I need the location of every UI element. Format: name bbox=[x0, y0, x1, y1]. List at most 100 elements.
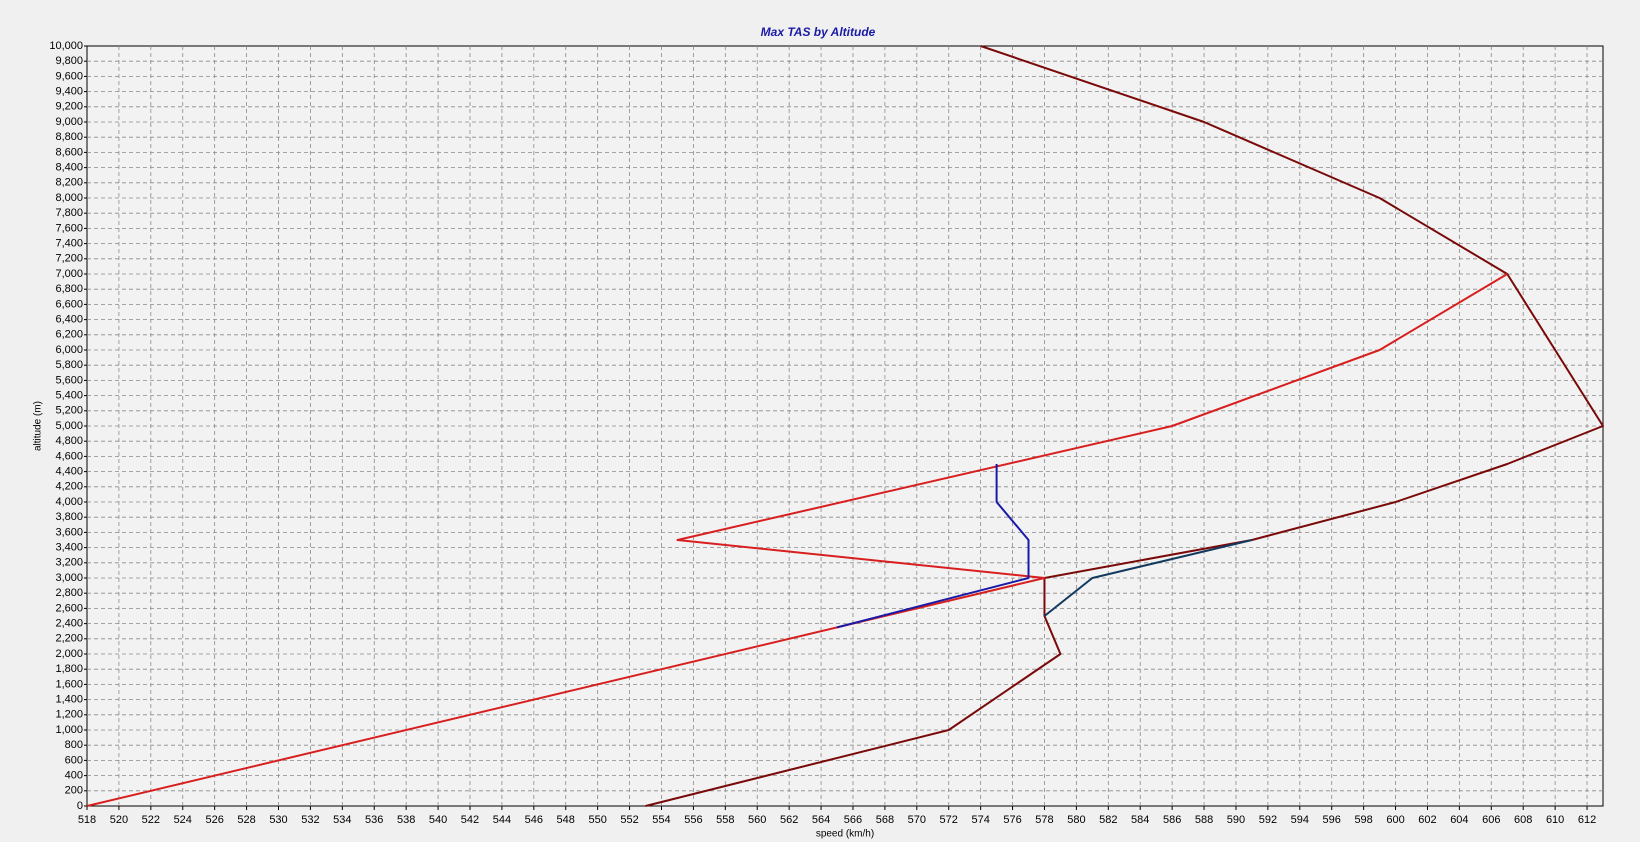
y-tick-label: 2,200 bbox=[55, 633, 83, 645]
y-tick-label: 3,800 bbox=[55, 511, 83, 523]
y-tick-label: 9,000 bbox=[55, 116, 83, 128]
y-tick-label: 6,800 bbox=[55, 283, 83, 295]
y-tick-label: 1,400 bbox=[55, 694, 83, 706]
y-tick-label: 4,200 bbox=[55, 481, 83, 493]
y-tick-label: 8,400 bbox=[55, 162, 83, 174]
y-tick-label: 9,400 bbox=[55, 86, 83, 98]
y-tick-label: 400 bbox=[65, 770, 83, 782]
x-tick-label: 572 bbox=[940, 814, 958, 826]
x-tick-label: 524 bbox=[174, 814, 192, 826]
y-tick-label: 200 bbox=[65, 785, 83, 797]
x-tick-label: 596 bbox=[1323, 814, 1341, 826]
y-tick-label: 8,800 bbox=[55, 131, 83, 143]
x-tick-label: 610 bbox=[1546, 814, 1564, 826]
x-tick-label: 526 bbox=[205, 814, 223, 826]
x-tick-label: 530 bbox=[269, 814, 287, 826]
y-tick-label: 1,800 bbox=[55, 663, 83, 675]
y-axis-label: altitude (m) bbox=[33, 401, 44, 451]
x-tick-label: 546 bbox=[525, 814, 543, 826]
x-tick-label: 548 bbox=[557, 814, 575, 826]
data-line bbox=[645, 45, 1604, 807]
y-tick-label: 4,000 bbox=[55, 496, 83, 508]
x-tick-label: 540 bbox=[429, 814, 447, 826]
y-tick-label: 4,600 bbox=[55, 450, 83, 462]
x-tick-label: 520 bbox=[110, 814, 128, 826]
x-tick-label: 536 bbox=[365, 814, 383, 826]
y-tick-label: 7,600 bbox=[55, 222, 83, 234]
y-tick-label: 0 bbox=[77, 800, 83, 812]
y-tick-label: 5,200 bbox=[55, 405, 83, 417]
x-tick-label: 588 bbox=[1195, 814, 1213, 826]
x-tick-label: 518 bbox=[78, 814, 96, 826]
y-tick-label: 5,800 bbox=[55, 359, 83, 371]
y-tick-label: 5,400 bbox=[55, 390, 83, 402]
x-tick-label: 538 bbox=[397, 814, 415, 826]
x-tick-label: 608 bbox=[1514, 814, 1532, 826]
y-tick-label: 6,400 bbox=[55, 314, 83, 326]
y-tick-label: 8,000 bbox=[55, 192, 83, 204]
y-tick-label: 1,600 bbox=[55, 678, 83, 690]
x-tick-label: 522 bbox=[142, 814, 160, 826]
x-tick-label: 532 bbox=[301, 814, 319, 826]
x-tick-label: 600 bbox=[1386, 814, 1404, 826]
x-tick-label: 558 bbox=[716, 814, 734, 826]
x-tick-label: 566 bbox=[844, 814, 862, 826]
y-tick-label: 3,400 bbox=[55, 542, 83, 554]
x-tick-label: 528 bbox=[237, 814, 255, 826]
y-tick-label: 7,800 bbox=[55, 207, 83, 219]
y-tick-label: 3,600 bbox=[55, 526, 83, 538]
y-tick-label: 2,800 bbox=[55, 587, 83, 599]
x-tick-label: 590 bbox=[1227, 814, 1245, 826]
x-tick-label: 544 bbox=[493, 814, 511, 826]
x-tick-label: 584 bbox=[1131, 814, 1149, 826]
x-tick-label: 550 bbox=[588, 814, 606, 826]
y-tick-label: 2,000 bbox=[55, 648, 83, 660]
x-tick-label: 586 bbox=[1163, 814, 1181, 826]
x-tick-label: 592 bbox=[1259, 814, 1277, 826]
y-tick-label: 800 bbox=[65, 739, 83, 751]
y-tick-label: 6,200 bbox=[55, 329, 83, 341]
y-tick-label: 9,200 bbox=[55, 101, 83, 113]
y-tick-label: 2,600 bbox=[55, 602, 83, 614]
x-tick-label: 534 bbox=[333, 814, 351, 826]
x-tick-label: 552 bbox=[620, 814, 638, 826]
x-tick-label: 594 bbox=[1291, 814, 1309, 826]
y-tick-label: 8,200 bbox=[55, 177, 83, 189]
data-line bbox=[836, 464, 1030, 629]
x-tick-label: 602 bbox=[1418, 814, 1436, 826]
x-tick-label: 568 bbox=[876, 814, 894, 826]
y-tick-label: 5,600 bbox=[55, 374, 83, 386]
y-tick-label: 2,400 bbox=[55, 618, 83, 630]
x-tick-label: 562 bbox=[780, 814, 798, 826]
x-tick-label: 570 bbox=[908, 814, 926, 826]
chart-title: Max TAS by Altitude bbox=[761, 25, 876, 39]
y-tick-label: 6,600 bbox=[55, 298, 83, 310]
x-tick-label: 560 bbox=[748, 814, 766, 826]
y-tick-label: 3,000 bbox=[55, 572, 83, 584]
x-tick-label: 606 bbox=[1482, 814, 1500, 826]
y-tick-label: 3,200 bbox=[55, 557, 83, 569]
y-tick-label: 6,000 bbox=[55, 344, 83, 356]
y-tick-label: 600 bbox=[65, 754, 83, 766]
y-tick-label: 8,600 bbox=[55, 146, 83, 158]
x-tick-label: 542 bbox=[461, 814, 479, 826]
x-tick-label: 604 bbox=[1450, 814, 1468, 826]
y-tick-label: 10,000 bbox=[49, 40, 83, 52]
x-tick-label: 574 bbox=[971, 814, 989, 826]
y-tick-label: 9,800 bbox=[55, 55, 83, 67]
y-tick-label: 7,200 bbox=[55, 253, 83, 265]
y-tick-label: 7,000 bbox=[55, 268, 83, 280]
x-tick-label: 582 bbox=[1099, 814, 1117, 826]
y-tick-label: 4,400 bbox=[55, 466, 83, 478]
y-tick-label: 1,200 bbox=[55, 709, 83, 721]
y-tick-label: 4,800 bbox=[55, 435, 83, 447]
x-tick-label: 578 bbox=[1035, 814, 1053, 826]
x-tick-label: 556 bbox=[684, 814, 702, 826]
y-tick-label: 9,600 bbox=[55, 70, 83, 82]
y-tick-label: 7,400 bbox=[55, 238, 83, 250]
x-tick-label: 576 bbox=[1003, 814, 1021, 826]
data-line bbox=[1043, 539, 1253, 617]
y-tick-label: 5,000 bbox=[55, 420, 83, 432]
y-tick-label: 1,000 bbox=[55, 724, 83, 736]
